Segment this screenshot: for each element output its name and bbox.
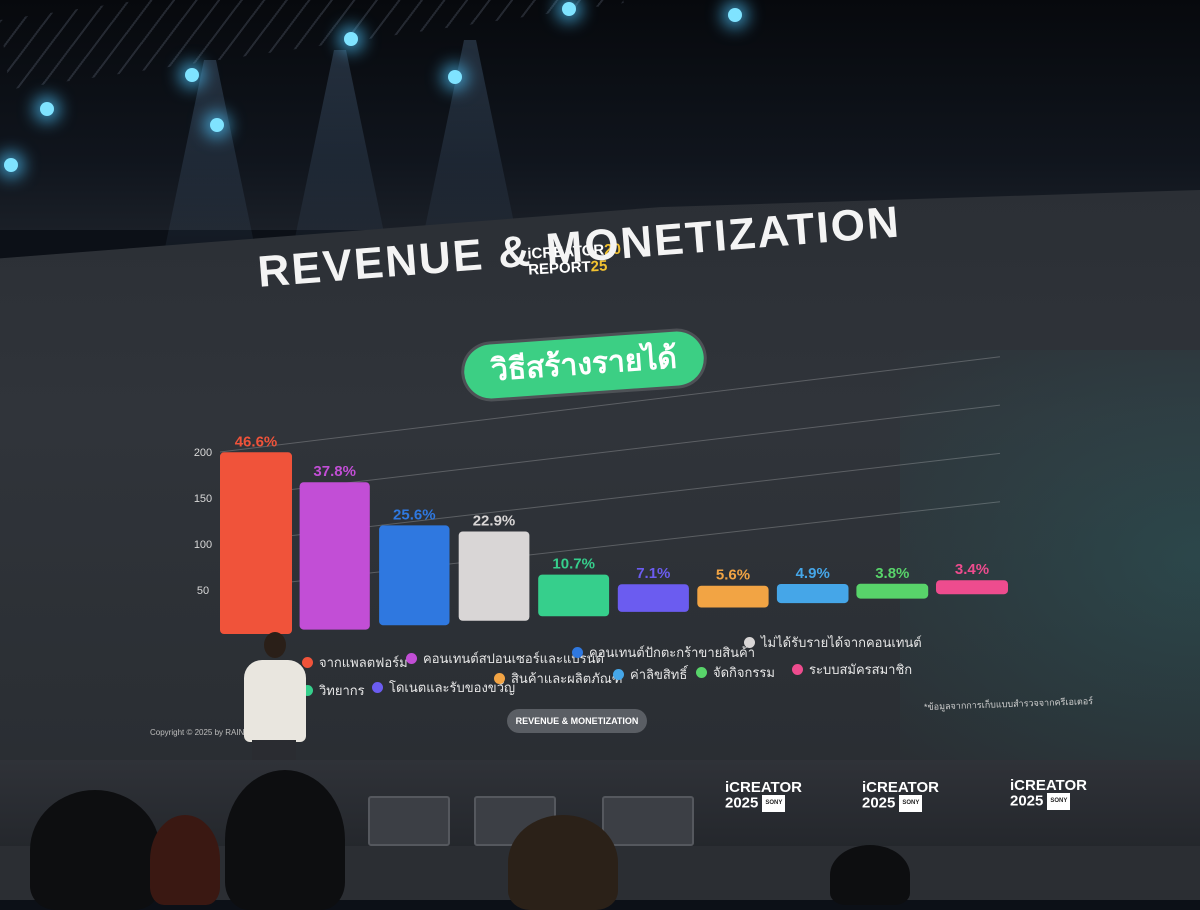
bar: [697, 585, 769, 608]
stage-spotlight: [344, 32, 358, 46]
legend-label: ค่าลิขสิทธิ์: [630, 667, 688, 682]
bar: [856, 583, 929, 599]
bar: [936, 580, 1008, 595]
audience-head: [830, 845, 910, 905]
legend-label: จัดกิจกรรม: [713, 665, 775, 680]
bar-value-label: 22.9%: [473, 513, 516, 530]
legend-item: ระบบสมัครสมาชิก: [792, 659, 912, 680]
legend-item: ค่าลิขสิทธิ์: [613, 664, 687, 685]
audience-head: [508, 815, 618, 910]
bar-value-label: 7.1%: [636, 565, 670, 582]
legend-label: จากแพลตฟอร์ม: [319, 655, 408, 670]
legend-item: จากแพลตฟอร์ม: [302, 652, 408, 673]
bar: [299, 482, 370, 630]
legend-item: วิทยากร: [302, 680, 365, 701]
screen-glow: [900, 350, 1200, 770]
legend-swatch: [572, 647, 583, 658]
legend-label: วิทยากร: [319, 683, 365, 698]
legend-item: สินค้าและผลิตภัณฑ์: [494, 668, 623, 689]
legend-item: โดเนตและรับของขวัญ: [372, 677, 515, 698]
banner-brand: iCREATOR: [862, 779, 939, 796]
stage-spotlight: [4, 158, 18, 172]
legend-swatch: [494, 673, 505, 684]
y-tick-label: 50: [197, 585, 209, 597]
banner-brand: iCREATOR: [1010, 777, 1087, 794]
bar: [379, 525, 450, 626]
legend-swatch: [406, 653, 417, 664]
bar: [220, 452, 292, 634]
stage-spotlight: [562, 2, 576, 16]
banner-brand: iCREATOR: [725, 779, 802, 796]
bar-value-label: 4.9%: [796, 565, 830, 582]
banner-year: 2025: [725, 794, 759, 812]
legend-label: ไม่ได้รับรายได้จากคอนเทนต์: [761, 635, 922, 650]
legend-swatch: [744, 637, 755, 648]
bar-value-label: 25.6%: [393, 506, 436, 523]
legend-item: คอนเทนต์สปอนเซอร์และแบรนด์: [406, 648, 604, 669]
legend-swatch: [302, 685, 313, 696]
banner-year: 2025: [862, 794, 896, 812]
banner-sponsor: SONY: [1047, 793, 1071, 810]
audience-head: [225, 770, 345, 910]
legend-swatch: [792, 664, 803, 675]
legend-item: คอนเทนต์ปักตะกร้าขายสินค้า: [572, 642, 755, 663]
stage-banner-logo: iCREATOR 2025 SONY: [862, 780, 939, 812]
bar-value-label: 3.4%: [955, 561, 989, 578]
stage-monitor-speaker: [368, 796, 450, 846]
stage-banner-logo: iCREATOR 2025 SONY: [725, 780, 802, 812]
bar: [458, 531, 530, 621]
bar: [617, 584, 689, 612]
legend-swatch: [613, 669, 624, 680]
presentation-screen: [0, 190, 1200, 760]
legend-item: ไม่ได้รับรายได้จากคอนเทนต์: [744, 632, 922, 653]
y-tick-label: 100: [194, 539, 212, 551]
banner-sponsor: SONY: [762, 795, 786, 812]
legend-item: จัดกิจกรรม: [696, 662, 775, 683]
banner-sponsor: SONY: [899, 795, 923, 812]
legend-label: คอนเทนต์สปอนเซอร์และแบรนด์: [423, 651, 604, 666]
stage-spotlight: [728, 8, 742, 22]
legend-swatch: [372, 682, 383, 693]
bar: [538, 574, 610, 617]
stage-spotlight: [185, 68, 199, 82]
legend-swatch: [696, 667, 707, 678]
y-tick-label: 200: [194, 447, 212, 459]
stage-spotlight: [40, 102, 54, 116]
legend-label: คอนเทนต์ปักตะกร้าขายสินค้า: [589, 645, 756, 660]
bar-value-label: 10.7%: [552, 556, 595, 573]
ceiling-lighting-rig: [0, 0, 1200, 230]
audience-head: [30, 790, 160, 910]
bar-value-label: 37.8%: [313, 463, 356, 480]
section-label-pill: REVENUE & MONETIZATION: [507, 709, 647, 733]
stage-spotlight: [210, 118, 224, 132]
stage-monitor-speaker: [602, 796, 694, 846]
stage-spotlight: [448, 70, 462, 84]
bar-value-label: 5.6%: [716, 567, 750, 584]
legend-label: ระบบสมัครสมาชิก: [809, 662, 913, 677]
bar-value-label: 3.8%: [875, 565, 909, 582]
gridline: [219, 356, 1001, 453]
bar: [776, 584, 849, 604]
banner-year: 2025: [1010, 792, 1044, 810]
stage-banner-logo: iCREATOR 2025 SONY: [1010, 778, 1087, 810]
legend-label: โดเนตและรับของขวัญ: [389, 680, 516, 695]
legend-swatch: [302, 657, 313, 668]
audience-head: [150, 815, 220, 905]
bar-value-label: 46.6%: [235, 433, 278, 450]
y-tick-label: 150: [194, 493, 212, 505]
legend-label: สินค้าและผลิตภัณฑ์: [511, 671, 623, 686]
copyright-text: Copyright © 2025 by RAINMaker: [150, 728, 267, 737]
